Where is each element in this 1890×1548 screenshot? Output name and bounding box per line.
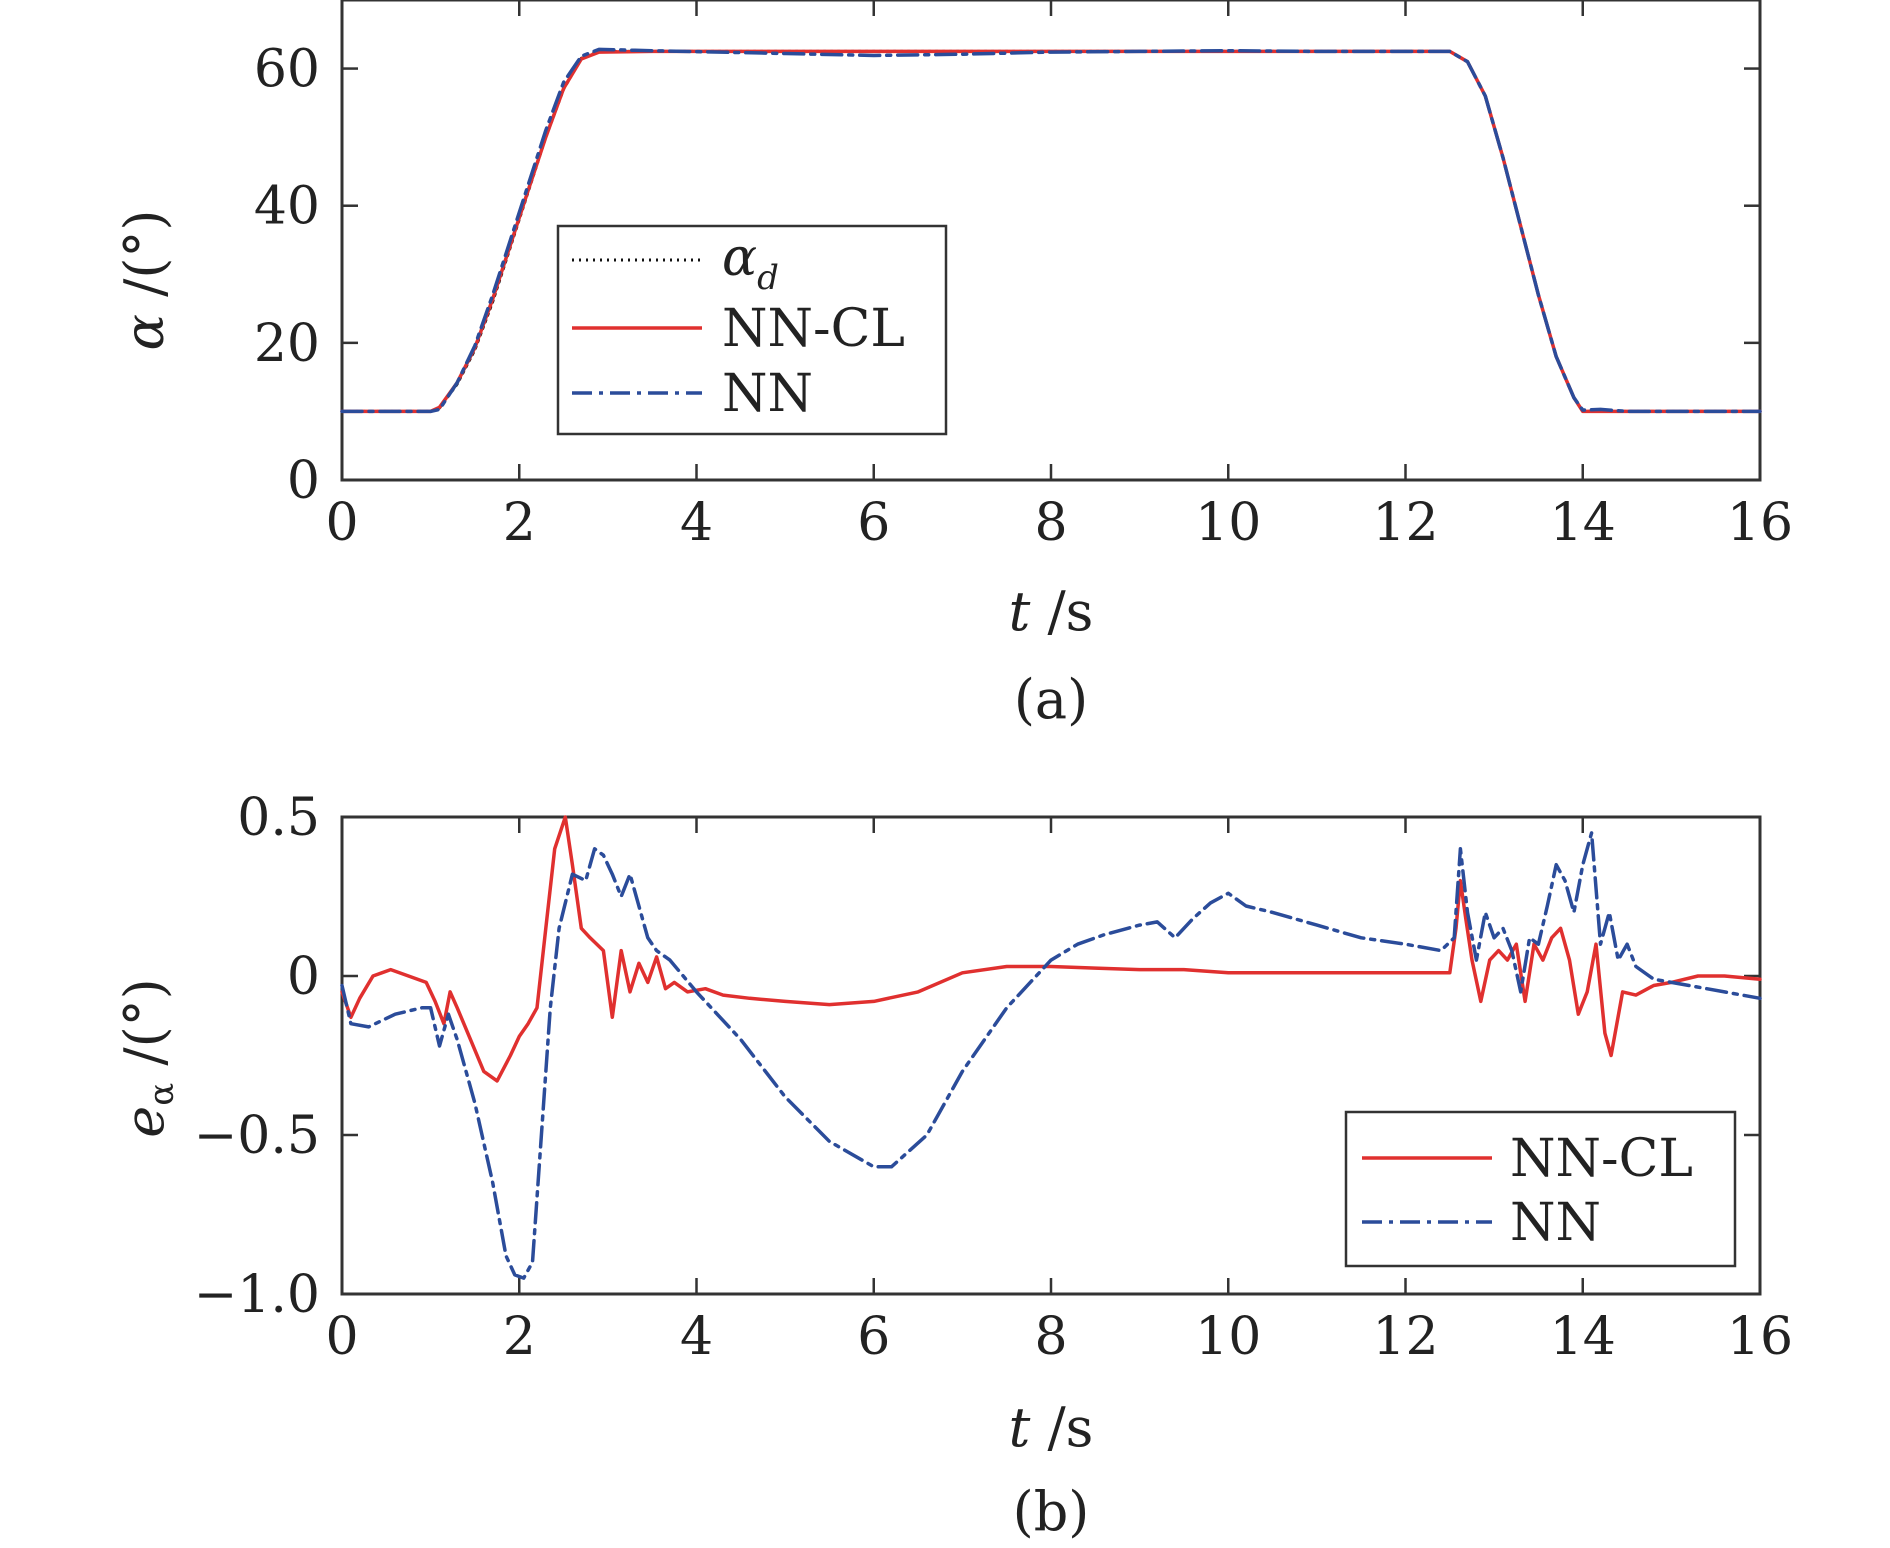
xtick-label-a-6: 12 — [1372, 493, 1438, 553]
xtick-label-b-3: 6 — [857, 1307, 890, 1367]
xtick-label-b-7: 14 — [1550, 1307, 1616, 1367]
panel-b: 0 2 4 6 8 10 12 14 16 −1.0 −0.5 0 0.5 eα /(°) t /s (… — [113, 788, 1793, 1543]
legend-a-label-nn: NN — [722, 364, 813, 424]
series-line-b-nn — [340, 831, 1762, 1280]
legend-b: NN-CL NN — [1344, 1110, 1737, 1268]
xtick-label-b-4: 8 — [1034, 1307, 1067, 1367]
legend-a-label-nn-cl: NN-CL — [722, 299, 905, 359]
ytick-label-b-0: −1.0 — [194, 1265, 320, 1325]
xtick-label-a-7: 14 — [1550, 493, 1616, 553]
xtick-label-b-5: 10 — [1195, 1307, 1261, 1367]
xtick-label-a-5: 10 — [1195, 493, 1261, 553]
panel-a: 0 2 4 6 8 10 12 14 16 0 20 40 60 α /(°) t /s (a) αd … — [113, 0, 1793, 731]
xtick-label-a-0: 0 — [325, 493, 358, 553]
xtick-label-b-2: 4 — [680, 1307, 713, 1367]
series-line-a-nn — [340, 47, 1762, 414]
ytick-label-a-1: 20 — [254, 314, 320, 374]
xtick-label-b-0: 0 — [325, 1307, 358, 1367]
ytick-label-a-3: 60 — [254, 40, 320, 100]
ticks-b: 0 2 4 6 8 10 12 14 16 −1.0 −0.5 0 0.5 — [194, 788, 1793, 1367]
xtick-label-a-3: 6 — [857, 493, 890, 553]
xtick-label-b-6: 12 — [1372, 1307, 1438, 1367]
ytick-label-b-1: −0.5 — [194, 1106, 320, 1166]
series-line-b-nn-cl — [340, 815, 1762, 1083]
xlabel-a: t /s — [1009, 580, 1094, 643]
series-b — [340, 815, 1762, 1280]
ylabel-a: α /(°) — [113, 210, 176, 351]
xtick-label-a-8: 16 — [1727, 493, 1793, 553]
ylabel-b: eα /(°) — [113, 978, 182, 1137]
xtick-label-a-2: 4 — [680, 493, 713, 553]
caption-a: (a) — [1014, 668, 1088, 731]
legend-a-label-alpha-d: αd — [722, 228, 779, 298]
xtick-label-a-4: 8 — [1034, 493, 1067, 553]
legend-b-box — [1344, 1110, 1737, 1268]
ytick-label-b-2: 0 — [287, 947, 320, 1007]
caption-b: (b) — [1013, 1480, 1090, 1543]
xtick-label-a-1: 2 — [503, 493, 536, 553]
series-a — [340, 47, 1762, 414]
legend-b-label-nn-cl: NN-CL — [1510, 1129, 1693, 1189]
legend-b-label-nn: NN — [1510, 1193, 1601, 1253]
ticks-a: 0 2 4 6 8 10 12 14 16 0 20 40 60 — [254, 0, 1793, 553]
ytick-label-b-3: 0.5 — [237, 788, 320, 848]
xlabel-b: t /s — [1009, 1396, 1094, 1459]
legend-a: αd NN-CL NN — [556, 224, 948, 436]
xtick-label-b-1: 2 — [503, 1307, 536, 1367]
xtick-label-b-8: 16 — [1727, 1307, 1793, 1367]
ytick-label-a-0: 0 — [287, 451, 320, 511]
ytick-label-a-2: 40 — [254, 177, 320, 237]
